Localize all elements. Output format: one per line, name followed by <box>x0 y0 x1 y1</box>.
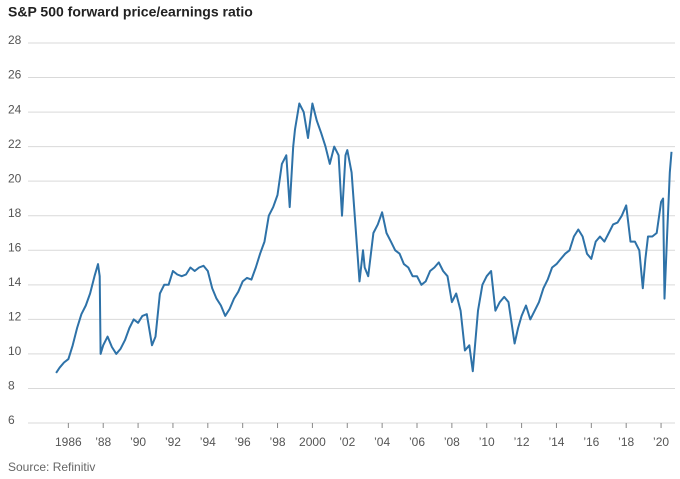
x-tick-label: 2000 <box>299 435 326 449</box>
y-tick-label: 6 <box>8 413 15 427</box>
x-tick-label: ’08 <box>444 435 460 449</box>
y-tick-label: 14 <box>8 275 22 289</box>
x-tick-label: ’90 <box>130 435 146 449</box>
y-tick-label: 18 <box>8 206 22 220</box>
x-tick-label: ’12 <box>514 435 530 449</box>
x-tick-label: ’16 <box>583 435 599 449</box>
y-tick-label: 28 <box>8 33 22 47</box>
y-tick-label: 16 <box>8 240 22 254</box>
y-tick-label: 12 <box>8 310 22 324</box>
data-line <box>55 102 673 374</box>
x-tick-label: ’94 <box>200 435 216 449</box>
x-tick-label: ’14 <box>548 435 564 449</box>
y-tick-label: 22 <box>8 137 22 151</box>
x-tick-label: ’02 <box>339 435 355 449</box>
x-tick-label: ’92 <box>165 435 181 449</box>
x-tick-label: ’98 <box>270 435 286 449</box>
y-tick-label: 24 <box>8 102 22 116</box>
chart-title: S&P 500 forward price/earnings ratio <box>8 4 253 20</box>
x-tick-label: ’88 <box>95 435 111 449</box>
y-tick-label: 8 <box>8 379 15 393</box>
y-tick-label: 20 <box>8 171 22 185</box>
source-note: Source: Refinitiv <box>8 460 95 474</box>
y-tick-label: 10 <box>8 344 22 358</box>
x-tick-label: ’06 <box>409 435 425 449</box>
x-tick-label: ’18 <box>618 435 634 449</box>
x-tick-label: 1986 <box>55 435 82 449</box>
x-tick-label: ’10 <box>479 435 495 449</box>
y-tick-label: 26 <box>8 68 22 82</box>
x-tick-label: ’04 <box>374 435 390 449</box>
x-tick-label: ’96 <box>235 435 251 449</box>
x-tick-label: ’20 <box>653 435 669 449</box>
